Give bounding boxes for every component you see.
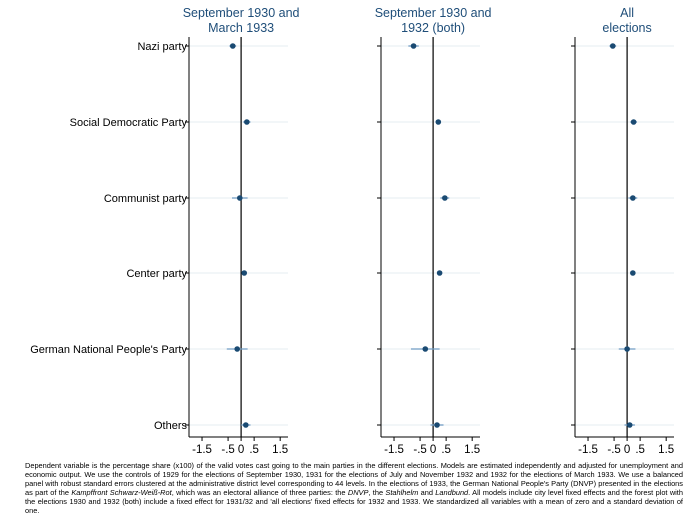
note-text-4: and [418,487,436,497]
x-tick-label: -1.5 [384,444,404,456]
category-label: Others [154,420,188,432]
x-tick-label: .5 [249,444,259,456]
category-label: Communist party [104,193,188,205]
point-estimate [422,346,429,352]
note-text-2: , which was an electoral alliance of thr… [171,487,348,497]
x-tick-label: .5 [441,444,451,456]
x-tick-label: -1.5 [192,444,212,456]
point-estimate [410,43,417,49]
x-tick-label: -.5 [221,444,234,456]
x-tick-label: -.5 [413,444,426,456]
x-tick-label: 0 [238,444,244,456]
figure-note: Dependent variable is the percentage sha… [25,461,683,515]
note-italic-landbund: Landbund [435,487,469,497]
point-estimate [630,119,637,125]
point-estimate [442,195,448,201]
category-label: Center party [126,268,187,280]
point-estimate [609,43,616,49]
note-text-5: . All models include city level fixed ef… [25,487,683,515]
x-tick-label: 0 [430,444,436,456]
category-label: German National People's Party [30,344,187,356]
point-estimate [244,119,250,125]
point-estimate [624,346,630,352]
x-tick-label: -.5 [607,444,620,456]
note-italic-kampffront: Kampffront Schwarz-Weiß-Rot [71,487,172,497]
point-estimate [626,422,633,428]
point-estimate [436,270,443,276]
point-estimate [241,270,248,276]
x-tick-label: .5 [635,444,645,456]
x-tick-label: -1.5 [578,444,598,456]
note-text-3: , the [368,487,386,497]
category-label: Nazi party [137,41,187,53]
point-estimate [234,346,240,352]
point-estimate [630,270,636,276]
x-tick-label: 1.5 [272,444,288,456]
forest-plot-chart: Nazi party Social Democratic Party Communi… [30,6,674,456]
x-tick-label: 1.5 [464,444,480,456]
panel-title-line: 1932 (both) [401,21,465,35]
note-text-1: Dependent variable is the percentage sha… [25,461,683,497]
point-estimate [435,119,442,125]
point-estimate [242,422,249,428]
point-estimate [434,422,440,428]
note-italic-dnvp: DNVP [347,487,369,497]
point-estimate [630,195,636,201]
panel-title-line: All [620,6,634,20]
category-label: Social Democratic Party [70,117,188,129]
panel-title-line: March 1933 [208,21,274,35]
point-estimate [229,43,236,49]
point-estimate [237,195,243,201]
x-tick-label: 0 [624,444,630,456]
note-italic-stahlhelm: Stahlhelm [385,487,419,497]
panel-title-line: September 1930 and [375,6,492,20]
panel-title-line: elections [602,21,651,35]
x-tick-label: 1.5 [658,444,674,456]
panel-title-line: September 1930 and [183,6,300,20]
